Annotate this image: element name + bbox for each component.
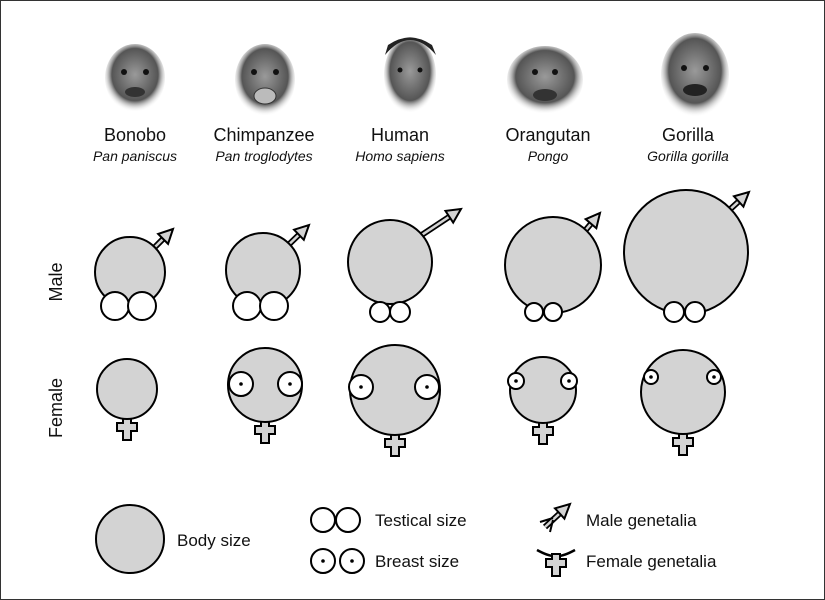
nipple-dot [425,385,429,389]
female-symbol-gorilla [640,349,726,456]
row-label-female: Female [46,378,66,438]
legend-female-genetalia-icon [536,548,576,577]
testicle-circle [684,301,706,323]
species-scientific-chimpanzee: Pan troglodytes [215,148,312,164]
row-label-male: Male [46,262,66,301]
female-genetalia-cross [384,433,406,457]
species-name-orangutan: Orangutan [505,125,590,145]
female-symbol-orangutan [507,356,578,445]
male-symbol-human [347,207,463,323]
female-symbol-chimpanzee [227,347,303,444]
legend-breast-size-icon [310,548,365,574]
species-name-gorilla: Gorilla [662,125,715,145]
female-genetalia-cross [532,421,554,445]
male-symbol-bonobo [94,227,175,321]
testicle-circle [100,291,130,321]
female-genetalia-cross [116,417,138,441]
nipple-dot [239,382,243,386]
body-size-circle [96,358,158,420]
testicle-circle [543,302,563,322]
female-genetalia-cross [254,420,276,444]
nipple-dot [649,375,653,379]
male-symbol-chimpanzee [225,223,311,321]
legend-breast-size-label: Breast size [375,552,459,571]
species-scientific-bonobo: Pan paniscus [93,148,177,164]
female-genetalia-cross [672,432,694,456]
species-scientific-orangutan: Pongo [528,148,569,164]
testicle-circle [127,291,157,321]
portrait-orangutan [507,46,583,114]
body-size-circle [509,356,577,424]
legend-body-size-icon [95,504,165,574]
testicle-circle [524,302,544,322]
species-scientific-human: Homo sapiens [355,148,445,164]
body-size-circle [347,219,433,305]
testicle-circle [259,291,289,321]
species-scientific-gorilla: Gorilla gorilla [647,148,729,164]
species-name-bonobo: Bonobo [104,125,166,145]
species-name-human: Human [371,125,429,145]
legend-testical-size-label: Testical size [375,511,467,530]
portrait-chimpanzee [235,44,295,116]
nipple-dot [359,385,363,389]
portrait-bonobo [105,44,165,112]
testicle-circle [369,301,391,323]
testicle-circle [232,291,262,321]
legend-testical-size-icon [310,507,361,533]
nipple-dot [712,375,716,379]
body-size-circle [504,216,602,314]
nipple-dot [288,382,292,386]
male-symbol-gorilla [623,189,751,323]
portrait-gorilla [661,33,729,117]
body-size-circle [623,189,749,315]
legend-male-genetalia-label: Male genetalia [586,511,697,530]
testicle-circle [663,301,685,323]
legend-body-size-label: Body size [177,531,251,550]
portrait-human [384,37,436,113]
female-symbol-human [348,344,441,457]
nipple-dot [514,379,518,383]
body-size-circle [640,349,726,435]
legend-female-genetalia-label: Female genetalia [586,552,717,571]
testicle-circle [389,301,411,323]
male-symbol-orangutan [504,211,602,322]
nipple-dot [567,379,571,383]
legend-male-genetalia-icon [539,502,572,533]
species-name-chimpanzee: Chimpanzee [213,125,314,145]
female-symbol-bonobo [96,358,158,441]
